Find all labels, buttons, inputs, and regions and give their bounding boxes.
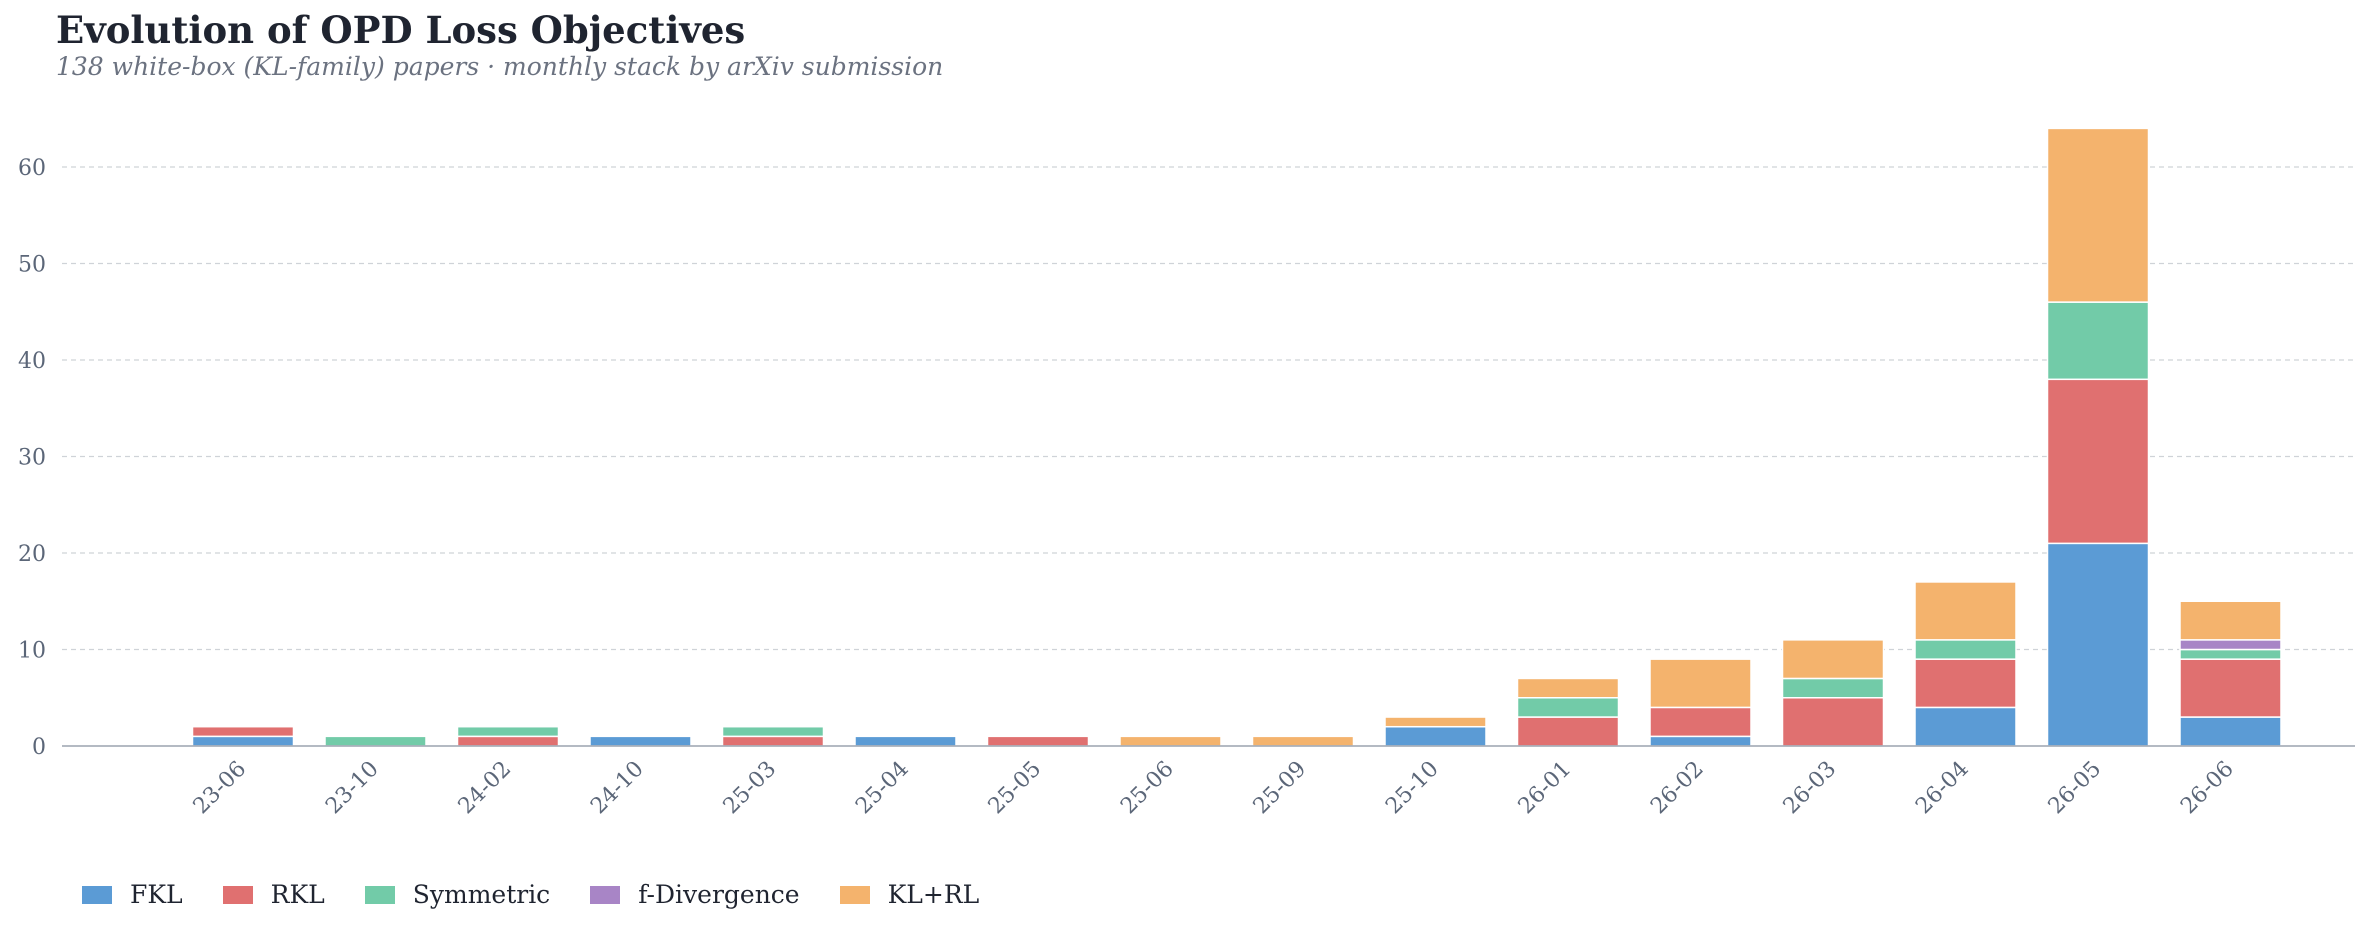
bar-26-05-symmetric <box>2046 301 2150 381</box>
bar-26-06-fkl <box>2179 716 2282 747</box>
bar-26-02-fkl <box>1649 735 1752 747</box>
legend-item-kl-rl: KL+RL <box>839 880 980 909</box>
bar-24-02-symmetric <box>456 725 560 738</box>
x-tick-label: 26-03 <box>1779 757 1842 820</box>
x-tick-label: 25-03 <box>719 757 782 820</box>
legend-swatch <box>82 885 112 904</box>
bar-23-06-rkl <box>191 725 295 738</box>
y-tick-label: 40 <box>18 349 46 374</box>
bar-23-10-symmetric <box>324 735 427 747</box>
legend-swatch <box>364 885 395 904</box>
x-tick-label: 23-10 <box>321 757 384 820</box>
bar-25-10-fkl <box>1384 725 1487 747</box>
legend-label: KL+RL <box>887 880 980 909</box>
bar-26-06-rkl <box>2179 658 2282 718</box>
chart-title: Evolution of OPD Loss Objectives <box>56 8 746 52</box>
x-tick-label: 26-06 <box>2176 757 2239 820</box>
bar-26-06-kl-rl <box>2179 600 2282 641</box>
y-tick-label: 0 <box>32 735 46 760</box>
legend-label: FKL <box>130 880 183 909</box>
bar-26-05-kl-rl <box>2046 127 2150 303</box>
bar-25-09-kl-rl <box>1251 735 1355 747</box>
bar-26-05-fkl <box>2046 542 2150 747</box>
bar-26-02-rkl <box>1649 706 1752 738</box>
x-tick-label: 26-05 <box>2044 757 2107 820</box>
y-tick-label: 50 <box>18 253 46 278</box>
legend-label: Symmetric <box>412 880 551 909</box>
bar-26-03-symmetric <box>1781 677 1885 699</box>
x-tick-label: 25-09 <box>1249 757 1312 820</box>
bar-26-03-rkl <box>1781 697 1885 747</box>
y-tick-label: 10 <box>18 639 46 664</box>
legend-item-rkl: RKL <box>222 880 325 909</box>
legend-item-f-divergence: f-Divergence <box>590 880 800 909</box>
legend-swatch <box>590 885 621 904</box>
x-tick-label: 25-06 <box>1116 757 1179 820</box>
y-tick-label: 20 <box>18 542 46 567</box>
x-tick-label: 26-02 <box>1646 757 1709 820</box>
x-tick-label: 25-05 <box>984 757 1047 820</box>
legend-item-fkl: FKL <box>82 880 183 909</box>
bar-25-05-rkl <box>986 735 1090 747</box>
bar-25-06-kl-rl <box>1119 735 1222 747</box>
x-tick-label: 26-01 <box>1514 757 1577 820</box>
chart-legend: FKL RKL Symmetric f-Divergence KL+RL <box>82 880 1019 909</box>
bar-24-10-fkl <box>589 735 692 747</box>
bar-26-05-rkl <box>2046 378 2150 545</box>
x-tick-label: 25-10 <box>1381 757 1444 820</box>
legend-swatch <box>222 885 253 904</box>
legend-swatch <box>839 885 870 904</box>
x-tick-label: 23-06 <box>189 757 252 820</box>
chart-subtitle: 138 white-box (KL-family) papers · month… <box>56 52 944 81</box>
bar-24-02-rkl <box>456 735 560 747</box>
x-tick-label: 24-02 <box>454 757 517 820</box>
bar-26-04-rkl <box>1914 658 2017 709</box>
x-tick-label: 25-04 <box>851 757 914 820</box>
bar-26-04-fkl <box>1914 706 2017 747</box>
y-tick-label: 30 <box>18 446 46 471</box>
bar-26-04-kl-rl <box>1914 581 2017 641</box>
legend-label: f-Divergence <box>638 880 800 909</box>
bar-26-01-rkl <box>1516 716 1620 747</box>
bar-26-06-f-divergence <box>2179 639 2282 651</box>
bar-25-03-rkl <box>721 735 825 747</box>
bar-25-10-kl-rl <box>1384 716 1487 728</box>
bar-26-04-symmetric <box>1914 639 2017 660</box>
x-tick-label: 26-04 <box>1911 757 1974 820</box>
bar-25-04-fkl <box>854 735 957 747</box>
x-tick-label: 24-10 <box>586 757 649 820</box>
bar-26-01-symmetric <box>1516 697 1620 718</box>
legend-label: RKL <box>270 880 325 909</box>
bar-23-06-fkl <box>191 735 295 747</box>
bar-26-02-kl-rl <box>1649 658 1752 709</box>
bar-26-06-symmetric <box>2179 648 2282 660</box>
bar-26-01-kl-rl <box>1516 677 1620 699</box>
y-tick-label: 60 <box>18 156 46 181</box>
bar-26-03-kl-rl <box>1781 639 1885 680</box>
bar-25-03-symmetric <box>721 725 825 738</box>
legend-item-symmetric: Symmetric <box>364 880 551 909</box>
